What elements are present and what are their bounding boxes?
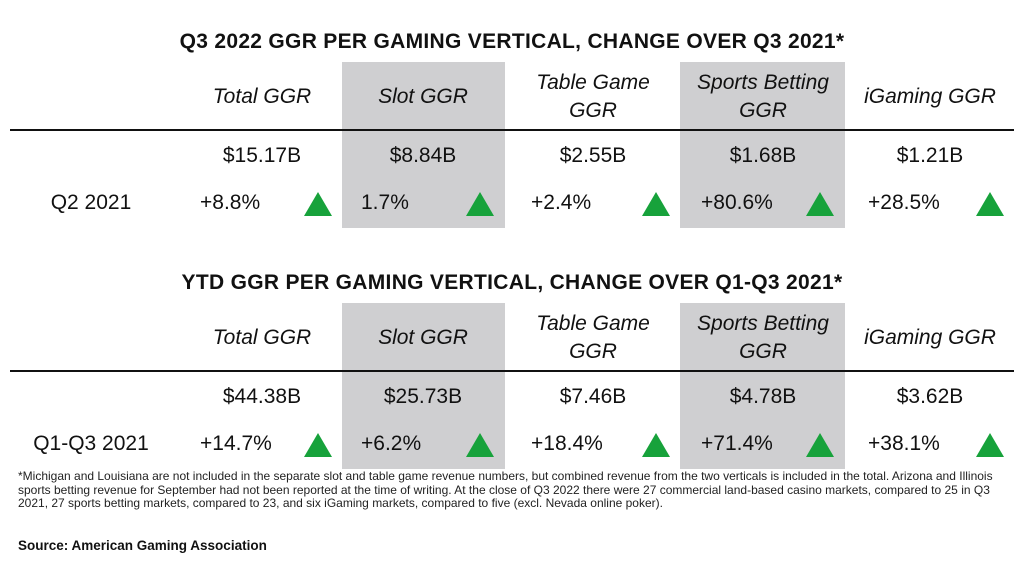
up-triangle: [806, 192, 834, 216]
up-triangle: [642, 192, 670, 216]
table-title: Q3 2022 GGR PER GAMING VERTICAL, CHANGE …: [179, 30, 845, 53]
gross-revenue: $15.17B: [222, 144, 302, 167]
up-triangle: [642, 433, 670, 457]
change: +18.4%: [531, 432, 603, 455]
gross-revenue: $8.84B: [389, 144, 457, 167]
row-label: Q2 2021: [50, 191, 132, 214]
gross-revenue: $3.62B: [896, 385, 964, 408]
up-triangle: [466, 433, 494, 457]
row-label: Q1-Q3 2021: [33, 432, 149, 455]
column-header: Sports Betting GGR: [697, 71, 829, 122]
divider: [10, 370, 1014, 372]
gross-revenue: $2.55B: [559, 144, 627, 167]
table-title: YTD GGR PER GAMING VERTICAL, CHANGE OVER…: [181, 271, 843, 294]
column-header: Table Game GGR: [536, 71, 650, 122]
gross-revenue: $1.21B: [896, 144, 964, 167]
change: +2.4%: [531, 191, 592, 214]
up-triangle: [976, 433, 1004, 457]
change: +38.1%: [868, 432, 940, 455]
change: +14.7%: [200, 432, 272, 455]
up-triangle: [976, 192, 1004, 216]
column-header: Slot GGR: [378, 326, 468, 349]
column-header: Slot GGR: [378, 85, 468, 108]
up-triangle: [304, 433, 332, 457]
column-header: Sports Betting GGR: [697, 312, 829, 363]
up-triangle: [304, 192, 332, 216]
change: +8.8%: [200, 191, 261, 214]
column-header: Table Game GGR: [536, 312, 650, 363]
gross-revenue: $1.68B: [729, 144, 797, 167]
footnote: *Michigan and Louisiana are not included…: [18, 469, 993, 510]
column-header: Total GGR: [212, 85, 312, 108]
divider: [10, 129, 1014, 131]
change: +6.2%: [361, 432, 422, 455]
change: 1.7%: [361, 191, 409, 214]
column-header: iGaming GGR: [864, 85, 996, 108]
up-triangle: [466, 192, 494, 216]
gross-revenue: $7.46B: [559, 385, 627, 408]
column-header: Total GGR: [212, 326, 312, 349]
change: +80.6%: [701, 191, 773, 214]
change: +28.5%: [868, 191, 940, 214]
gross-revenue: $4.78B: [729, 385, 797, 408]
column-header: iGaming GGR: [864, 326, 996, 349]
change: +71.4%: [701, 432, 773, 455]
source: Source: American Gaming Association: [18, 538, 267, 553]
up-triangle: [806, 433, 834, 457]
gross-revenue: $44.38B: [222, 385, 302, 408]
gross-revenue: $25.73B: [383, 385, 463, 408]
